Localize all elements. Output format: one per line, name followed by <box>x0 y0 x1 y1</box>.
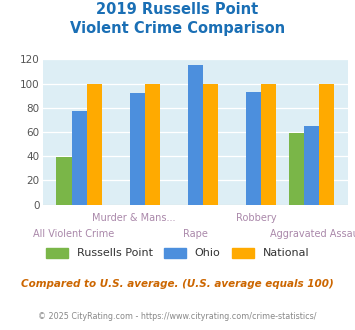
Text: Robbery: Robbery <box>236 213 277 223</box>
Text: All Violent Crime: All Violent Crime <box>33 229 114 239</box>
Bar <box>56 157 72 205</box>
Legend: Russells Point, Ohio, National: Russells Point, Ohio, National <box>41 243 314 263</box>
Bar <box>130 93 145 205</box>
Bar <box>304 126 319 205</box>
Bar <box>319 83 334 205</box>
Bar <box>188 65 203 205</box>
Bar <box>145 83 160 205</box>
Text: Violent Crime Comparison: Violent Crime Comparison <box>70 21 285 36</box>
Text: Aggravated Assault: Aggravated Assault <box>269 229 355 239</box>
Text: Rape: Rape <box>183 229 208 239</box>
Bar <box>246 92 261 205</box>
Text: Murder & Mans...: Murder & Mans... <box>92 213 176 223</box>
Text: Compared to U.S. average. (U.S. average equals 100): Compared to U.S. average. (U.S. average … <box>21 279 334 289</box>
Bar <box>72 112 87 205</box>
Text: 2019 Russells Point: 2019 Russells Point <box>96 2 259 16</box>
Bar <box>289 133 304 205</box>
Bar <box>87 83 102 205</box>
Bar <box>261 83 276 205</box>
Bar <box>203 83 218 205</box>
Text: © 2025 CityRating.com - https://www.cityrating.com/crime-statistics/: © 2025 CityRating.com - https://www.city… <box>38 312 317 321</box>
